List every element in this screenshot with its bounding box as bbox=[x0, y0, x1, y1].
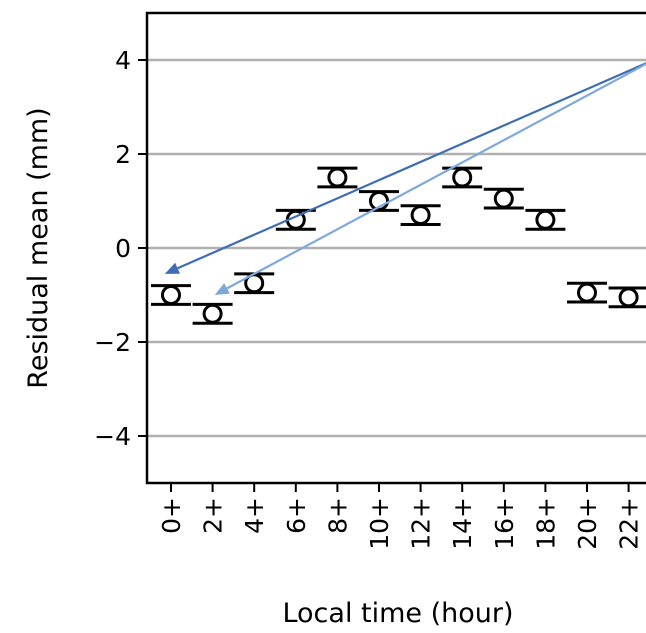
arrow-head bbox=[214, 283, 230, 295]
x-tick-label: 16+ bbox=[490, 497, 519, 550]
grid-lines bbox=[147, 58, 646, 438]
y-tick-label: 0 bbox=[115, 234, 131, 263]
data-point bbox=[577, 282, 597, 303]
x-tick-label: 10+ bbox=[365, 497, 394, 550]
y-tick-label: −4 bbox=[94, 422, 131, 451]
x-tick-label: 4+ bbox=[240, 497, 269, 534]
x-axis-title: Local time (hour) bbox=[282, 598, 513, 629]
y-axis-ticks: 4 2 0 −2 −4 bbox=[94, 46, 147, 451]
x-tick-label: 12+ bbox=[407, 497, 436, 550]
x-tick-label: 0+ bbox=[157, 497, 186, 534]
x-tick-label: 22+ bbox=[615, 497, 644, 550]
data-point bbox=[161, 285, 181, 305]
y-tick-label: −2 bbox=[94, 328, 131, 357]
data-point bbox=[452, 167, 473, 188]
y-tick-label: 4 bbox=[115, 46, 131, 75]
x-tick-label: 20+ bbox=[573, 497, 602, 550]
annotation-arrow bbox=[226, 62, 646, 290]
x-axis-ticks: 0+ 2+ 4+ 6+ 8+ 10+ 12+ 14+ 16+ 18+ 20+ 22+ bbox=[157, 483, 644, 550]
data-point bbox=[410, 205, 431, 226]
arrow-head bbox=[164, 262, 180, 274]
annotation-arrow bbox=[177, 62, 646, 270]
x-tick-label: 18+ bbox=[531, 497, 560, 550]
x-tick-label: 8+ bbox=[323, 497, 352, 534]
data-points bbox=[161, 167, 639, 324]
y-tick-label: 2 bbox=[115, 140, 131, 169]
y-axis-title: Residual mean (mm) bbox=[23, 107, 54, 388]
data-point bbox=[202, 303, 223, 324]
annotation-arrows bbox=[164, 62, 646, 295]
x-tick-label: 14+ bbox=[448, 497, 477, 550]
x-tick-label: 2+ bbox=[199, 497, 228, 534]
x-tick-label: 6+ bbox=[282, 497, 311, 534]
data-point bbox=[535, 209, 556, 230]
data-point bbox=[327, 167, 348, 188]
data-point bbox=[493, 188, 514, 209]
error-bars bbox=[151, 166, 646, 325]
data-point bbox=[618, 287, 639, 308]
